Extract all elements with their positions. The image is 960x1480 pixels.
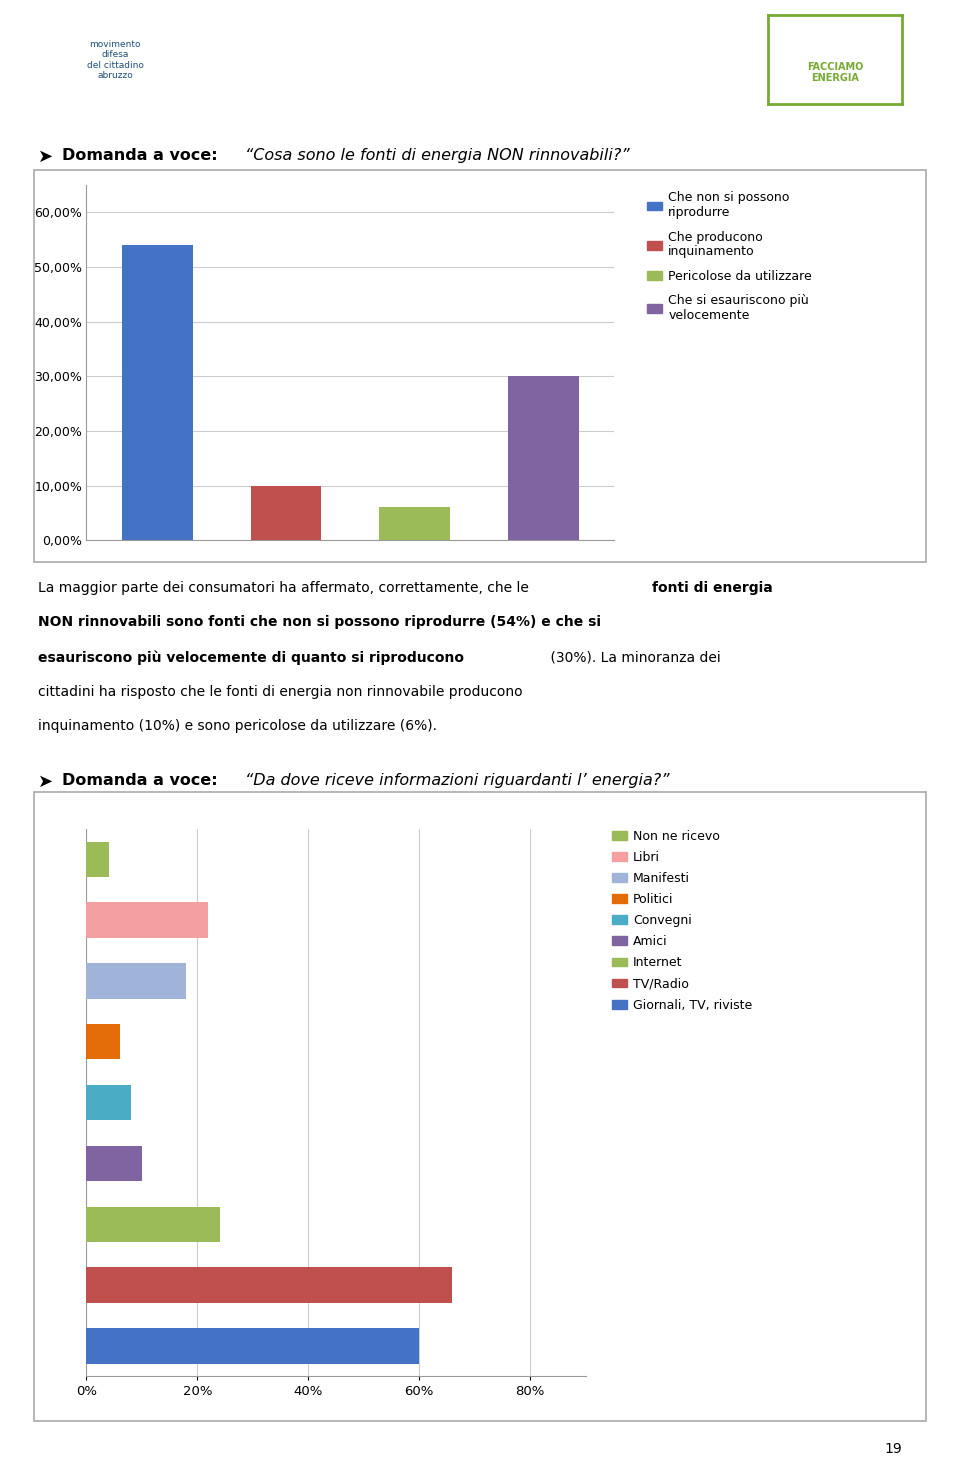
Bar xyxy=(379,508,450,540)
Text: inquinamento (10%) e sono pericolose da utilizzare (6%).: inquinamento (10%) e sono pericolose da … xyxy=(38,719,438,733)
Bar xyxy=(86,963,186,999)
Text: NON rinnovabili sono fonti che non si possono riprodurre (54%) e che si: NON rinnovabili sono fonti che non si po… xyxy=(38,616,601,629)
Bar xyxy=(508,376,579,540)
Bar xyxy=(86,1206,220,1242)
Text: cittadini ha risposto che le fonti di energia non rinnovabile producono: cittadini ha risposto che le fonti di en… xyxy=(38,685,523,699)
Text: (30%). La minoranza dei: (30%). La minoranza dei xyxy=(546,650,721,665)
Text: ➤: ➤ xyxy=(38,773,60,790)
Bar xyxy=(86,1267,452,1302)
Bar xyxy=(86,1146,142,1181)
Legend: Che non si possono
riprodurre, Che producono
inquinamento, Pericolose da utilizz: Che non si possono riprodurre, Che produ… xyxy=(647,191,812,323)
Text: movimento
difesa
del cittadino
abruzzo: movimento difesa del cittadino abruzzo xyxy=(86,40,144,80)
Text: esauriscono più velocemente di quanto si riproducono: esauriscono più velocemente di quanto si… xyxy=(38,650,465,665)
Legend: Non ne ricevo, Libri, Manifesti, Politici, Convegni, Amici, Internet, TV/Radio, : Non ne ricevo, Libri, Manifesti, Politic… xyxy=(612,830,753,1011)
Bar xyxy=(86,1085,131,1120)
Text: fonti di energia: fonti di energia xyxy=(652,580,773,595)
Bar xyxy=(86,903,208,938)
Text: Domanda a voce:: Domanda a voce: xyxy=(62,148,224,163)
Text: Domanda a voce:: Domanda a voce: xyxy=(62,773,224,787)
Text: 19: 19 xyxy=(885,1443,902,1456)
Bar xyxy=(251,485,322,540)
Text: La maggior parte dei consumatori ha affermato, correttamente, che le: La maggior parte dei consumatori ha affe… xyxy=(38,580,534,595)
Bar xyxy=(86,1329,420,1363)
Text: FACCIAMO
ENERGIA: FACCIAMO ENERGIA xyxy=(807,62,863,83)
Bar xyxy=(86,1024,120,1060)
Bar xyxy=(122,246,193,540)
Text: “Cosa sono le fonti di energia NON rinnovabili?”: “Cosa sono le fonti di energia NON rinno… xyxy=(245,148,630,163)
Text: ➤: ➤ xyxy=(38,148,60,166)
Text: “Da dove riceve informazioni riguardanti l’ energia?”: “Da dove riceve informazioni riguardanti… xyxy=(245,773,669,787)
Bar xyxy=(86,842,108,876)
